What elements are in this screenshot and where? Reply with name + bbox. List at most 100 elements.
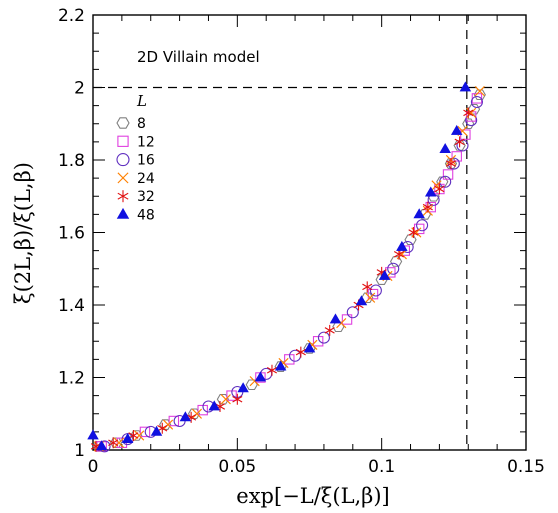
point-L48	[87, 429, 99, 440]
reference-lines	[93, 15, 526, 450]
point-L8	[274, 361, 287, 372]
point-L16	[369, 284, 382, 297]
y-tick-label: 1.2	[58, 369, 85, 389]
point-L16	[387, 262, 400, 275]
y-tick-label: 1.8	[58, 151, 85, 171]
point-L12	[168, 415, 180, 427]
point-L8	[444, 158, 458, 169]
point-L24	[365, 292, 376, 303]
point-L12	[451, 151, 462, 162]
y-tick-label: 1	[74, 441, 85, 461]
legend-marker-L32	[117, 190, 129, 203]
point-L48	[413, 208, 425, 219]
point-L48	[439, 143, 451, 153]
y-tick-label: 2	[74, 79, 85, 99]
plot-frame	[92, 14, 527, 451]
point-L24	[220, 394, 231, 405]
x-axis-label: exp[−L/ξ(L,β)]	[236, 484, 389, 508]
point-L32	[108, 437, 119, 449]
point-L32	[266, 364, 278, 376]
legend-marker-L48	[116, 207, 130, 219]
legend-label-L8: 8	[137, 116, 146, 132]
legend-label-L32: 32	[137, 189, 155, 205]
point-L48	[95, 440, 108, 451]
point-L48	[378, 269, 391, 280]
point-L24	[134, 430, 145, 441]
point-L48	[274, 360, 287, 371]
y-tick-label: 1.6	[58, 224, 85, 244]
point-L48	[208, 400, 220, 411]
point-L48	[450, 124, 463, 135]
x-tick-label: 0.15	[507, 457, 545, 477]
point-L8	[436, 176, 449, 188]
point-L48	[303, 342, 316, 353]
point-L24	[474, 86, 485, 97]
legend-title: L	[136, 92, 147, 110]
legend-marker-L12	[117, 135, 129, 147]
point-L32	[445, 158, 456, 170]
tick-labels: 0 0.05 0.1 0.15 1 1.2 1.4 1.6 1.8 2 2.2	[58, 6, 545, 477]
point-L24	[162, 419, 174, 430]
point-L8	[389, 256, 403, 267]
point-L32	[454, 136, 465, 148]
point-L8	[303, 343, 316, 354]
y-tick-label: 2.2	[58, 6, 85, 26]
point-L32	[324, 324, 335, 336]
point-L32	[422, 201, 433, 213]
x-tick-label: 0	[88, 457, 99, 477]
point-L32	[232, 393, 243, 405]
legend-label-L24: 24	[137, 171, 155, 187]
point-L16	[289, 349, 302, 362]
point-L48	[329, 313, 342, 324]
point-L12	[367, 288, 379, 300]
point-L48	[150, 425, 163, 436]
point-L48	[459, 81, 472, 92]
point-L48	[121, 433, 134, 444]
point-L48	[254, 371, 267, 382]
legend: L 8 12 16 24 32 48	[116, 92, 155, 224]
point-L32	[408, 227, 419, 238]
legend-label-L16: 16	[137, 153, 155, 169]
point-L48	[237, 382, 249, 393]
point-L32	[463, 107, 474, 119]
x-tick-label: 0.1	[368, 457, 395, 477]
point-L8	[404, 234, 417, 246]
point-L12	[442, 169, 454, 180]
point-L24	[113, 437, 125, 448]
point-L32	[128, 430, 139, 441]
point-L48	[179, 411, 192, 422]
x-tick-label: 0.05	[218, 457, 256, 477]
axis-ticks	[92, 14, 527, 451]
point-L8	[462, 118, 475, 130]
point-L8	[216, 393, 230, 405]
point-L48	[424, 186, 437, 197]
point-L8	[245, 379, 258, 391]
point-L32	[157, 422, 168, 434]
plot-area	[87, 14, 527, 453]
legend-label-L12: 12	[137, 134, 155, 150]
point-L16	[470, 95, 483, 109]
point-L24	[191, 408, 202, 419]
legend-label-L48: 48	[137, 208, 155, 224]
point-L32	[362, 281, 373, 293]
point-L8	[159, 419, 172, 430]
point-L12	[413, 223, 425, 235]
point-L16	[346, 306, 359, 319]
chart-title: 2D Villain model	[137, 48, 260, 66]
y-tick-label: 1.4	[58, 296, 85, 316]
point-L16	[447, 157, 460, 170]
point-L12	[341, 314, 353, 325]
point-L32	[434, 183, 445, 195]
point-L8	[332, 321, 345, 333]
legend-marker-L8	[116, 117, 130, 129]
point-L16	[317, 331, 330, 344]
point-L12	[139, 426, 151, 438]
point-L48	[396, 240, 408, 251]
legend-marker-L16	[116, 153, 130, 167]
legend-marker-L24	[117, 172, 129, 184]
point-L8	[473, 89, 486, 101]
point-L48	[355, 295, 368, 306]
point-L8	[187, 408, 201, 420]
point-L8	[130, 430, 143, 441]
point-L16	[416, 219, 429, 232]
